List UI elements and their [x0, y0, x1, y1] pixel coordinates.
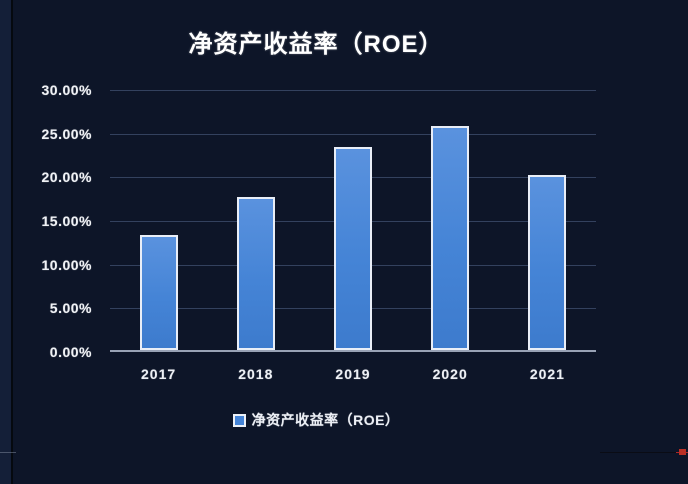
x-axis-tick-label-2019: 2019	[335, 366, 371, 382]
x-axis-line	[110, 350, 596, 352]
y-axis-tick-label: 15.00%	[41, 213, 92, 229]
bar-2017[interactable]	[139, 234, 178, 350]
gridline	[110, 133, 596, 135]
crop-mark-dot	[679, 449, 686, 455]
crop-mark-rule	[0, 452, 688, 453]
x-axis-tick-label-2021: 2021	[529, 366, 565, 382]
chart-title: 净资产收益率（ROE）	[188, 31, 444, 58]
x-axis-tick-label-2020: 2020	[432, 366, 468, 382]
bar-2020[interactable]	[431, 125, 470, 350]
left-background-strip	[0, 0, 11, 484]
chart-legend: 净资产收益率（ROE）	[13, 410, 619, 430]
left-strip-divider	[11, 0, 13, 484]
bar-2021[interactable]	[528, 175, 567, 350]
gridline	[110, 90, 596, 91]
y-axis-tick-label: 5.00%	[49, 300, 92, 317]
x-axis-tick-label-2018: 2018	[238, 366, 274, 382]
y-axis-tick-label: 0.00%	[49, 344, 92, 360]
x-axis-tick-label-2017: 2017	[141, 366, 177, 382]
y-axis-tick-label: 10.00%	[41, 256, 92, 273]
y-axis-tick-label: 25.00%	[41, 125, 92, 142]
legend-swatch-icon	[232, 413, 246, 427]
bar-2019[interactable]	[334, 147, 372, 350]
y-axis-tick-label: 30.00%	[41, 82, 92, 98]
plot-area	[110, 90, 596, 352]
y-axis-tick-label: 20.00%	[41, 169, 92, 186]
bar-2018[interactable]	[236, 197, 275, 350]
legend-entry-label: 净资产收益率（ROE）	[251, 412, 400, 428]
